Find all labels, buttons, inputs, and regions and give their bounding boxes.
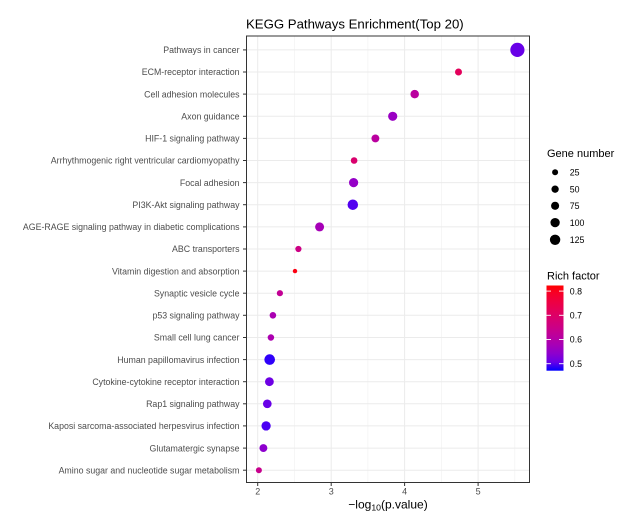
svg-text:3: 3 <box>329 486 334 496</box>
svg-text:4: 4 <box>402 486 407 496</box>
svg-text:−log10(p.value): −log10(p.value) <box>348 498 427 513</box>
svg-text:p53 signaling pathway: p53 signaling pathway <box>152 311 240 321</box>
svg-text:AGE-RAGE signaling pathway in: AGE-RAGE signaling pathway in diabetic c… <box>23 222 240 232</box>
svg-text:Human papillomavirus infection: Human papillomavirus infection <box>117 355 239 365</box>
svg-text:0.5: 0.5 <box>570 359 582 369</box>
svg-text:Cell adhesion molecules: Cell adhesion molecules <box>144 89 240 99</box>
svg-text:75: 75 <box>570 201 580 211</box>
svg-text:ABC transporters: ABC transporters <box>172 244 240 254</box>
svg-text:0.6: 0.6 <box>570 335 582 345</box>
svg-text:0.8: 0.8 <box>570 286 582 296</box>
svg-text:Small cell lung cancer: Small cell lung cancer <box>154 333 240 343</box>
svg-text:100: 100 <box>570 218 585 228</box>
svg-text:Focal adhesion: Focal adhesion <box>180 178 240 188</box>
svg-text:PI3K-Akt signaling pathway: PI3K-Akt signaling pathway <box>132 200 240 210</box>
svg-text:ECM-receptor interaction: ECM-receptor interaction <box>142 67 240 77</box>
svg-text:Axon guidance: Axon guidance <box>181 112 239 122</box>
svg-text:5: 5 <box>476 486 481 496</box>
svg-text:KEGG Pathways Enrichment(Top 2: KEGG Pathways Enrichment(Top 20) <box>246 17 464 32</box>
svg-text:Kaposi sarcoma-associated herp: Kaposi sarcoma-associated herpesvirus in… <box>48 421 239 431</box>
svg-text:Gene number: Gene number <box>547 148 615 160</box>
svg-text:Amino sugar and nucleotide sug: Amino sugar and nucleotide sugar metabol… <box>59 465 240 475</box>
svg-text:Glutamatergic synapse: Glutamatergic synapse <box>150 443 240 453</box>
svg-text:Cytokine-cytokine receptor int: Cytokine-cytokine receptor interaction <box>92 377 239 387</box>
svg-text:2: 2 <box>255 486 260 496</box>
svg-text:HIF-1 signaling pathway: HIF-1 signaling pathway <box>145 134 240 144</box>
svg-text:50: 50 <box>570 184 580 194</box>
svg-text:Rich factor: Rich factor <box>547 270 600 282</box>
svg-text:Rap1 signaling pathway: Rap1 signaling pathway <box>146 399 240 409</box>
svg-text:0.7: 0.7 <box>570 311 582 321</box>
svg-text:125: 125 <box>570 235 585 245</box>
svg-text:Pathways in cancer: Pathways in cancer <box>163 45 239 55</box>
svg-text:Vitamin digestion and absorpti: Vitamin digestion and absorption <box>112 266 240 276</box>
svg-text:Arrhythmogenic right ventricul: Arrhythmogenic right ventricular cardiom… <box>51 156 240 166</box>
svg-text:25: 25 <box>570 168 580 178</box>
svg-text:Synaptic vesicle cycle: Synaptic vesicle cycle <box>154 288 240 298</box>
